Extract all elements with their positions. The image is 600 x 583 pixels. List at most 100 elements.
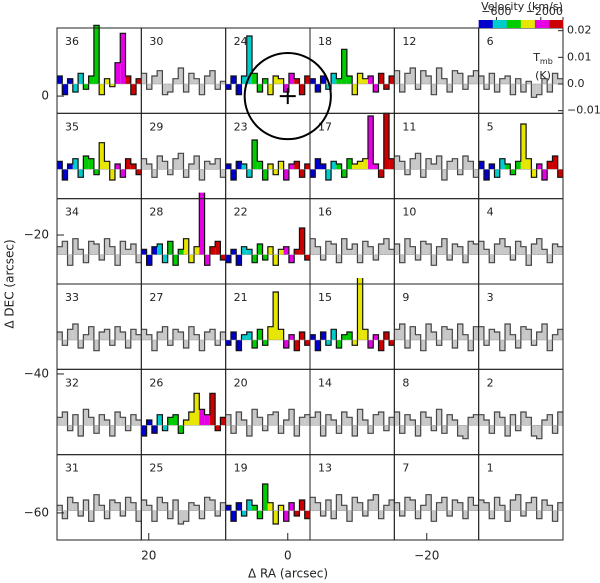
channel bbox=[320, 254, 326, 260]
channel bbox=[431, 332, 437, 340]
channel bbox=[125, 249, 131, 255]
channel bbox=[373, 164, 379, 170]
channel bbox=[557, 246, 563, 255]
spectrum bbox=[141, 67, 226, 96]
channel bbox=[167, 510, 173, 519]
channel bbox=[526, 417, 532, 426]
channel bbox=[367, 116, 374, 170]
spectrum bbox=[394, 67, 479, 96]
channel bbox=[104, 161, 110, 170]
channel bbox=[310, 334, 316, 340]
channel bbox=[72, 238, 79, 255]
channel bbox=[357, 254, 363, 263]
channel bbox=[431, 164, 437, 170]
channel bbox=[478, 241, 484, 255]
channel bbox=[389, 340, 395, 346]
channel bbox=[188, 326, 195, 340]
channel bbox=[209, 329, 216, 340]
channel bbox=[536, 510, 542, 519]
channel bbox=[267, 84, 274, 95]
channel bbox=[204, 332, 210, 340]
channel bbox=[557, 412, 563, 426]
channel bbox=[494, 497, 500, 511]
channel bbox=[188, 412, 195, 426]
spectrum bbox=[478, 238, 563, 266]
channel bbox=[315, 246, 321, 255]
channel bbox=[510, 169, 516, 175]
channel bbox=[494, 412, 500, 426]
panel-label: 27 bbox=[149, 291, 163, 304]
channel bbox=[425, 324, 432, 340]
channel bbox=[136, 254, 142, 263]
spectrum-outline bbox=[141, 392, 226, 437]
channel bbox=[378, 169, 384, 178]
channel bbox=[62, 241, 68, 255]
channel bbox=[183, 84, 189, 92]
channel bbox=[57, 246, 63, 255]
channel bbox=[288, 164, 295, 170]
x-tick-label: 20 bbox=[141, 549, 156, 563]
spectrum-outline bbox=[394, 408, 479, 440]
spectrum-outline bbox=[310, 408, 395, 437]
spectrum bbox=[141, 152, 226, 181]
channel bbox=[431, 84, 437, 95]
channel bbox=[62, 84, 68, 95]
spectrum-outline bbox=[57, 24, 142, 96]
channel bbox=[515, 340, 521, 348]
channel bbox=[341, 169, 347, 178]
spectrum bbox=[310, 112, 395, 181]
channel bbox=[294, 340, 300, 351]
channel bbox=[267, 326, 274, 340]
channel bbox=[188, 73, 195, 84]
channel bbox=[367, 246, 374, 255]
channel bbox=[410, 68, 416, 84]
channel bbox=[146, 84, 152, 90]
channel bbox=[489, 329, 495, 340]
channel bbox=[425, 76, 432, 84]
channel bbox=[315, 84, 321, 92]
channel bbox=[404, 238, 411, 255]
channel bbox=[230, 332, 237, 340]
channel bbox=[141, 425, 147, 436]
channel bbox=[299, 84, 305, 95]
channel bbox=[473, 70, 479, 84]
channel bbox=[146, 420, 152, 426]
channel bbox=[294, 78, 300, 84]
channel bbox=[72, 84, 79, 92]
channel bbox=[557, 78, 563, 84]
channel bbox=[557, 169, 563, 178]
spectrum bbox=[478, 411, 563, 440]
channel bbox=[262, 169, 268, 180]
spectrum-outline bbox=[225, 483, 310, 525]
channel bbox=[557, 502, 563, 511]
channel bbox=[436, 502, 442, 511]
channel bbox=[262, 78, 268, 84]
channel bbox=[215, 340, 221, 346]
channel bbox=[172, 329, 179, 340]
tmb-tick-label: 0.01 bbox=[567, 50, 592, 63]
channel bbox=[367, 340, 374, 348]
channel bbox=[410, 420, 416, 426]
channel bbox=[252, 73, 258, 84]
channel bbox=[483, 169, 490, 180]
channel bbox=[320, 76, 326, 84]
channel bbox=[483, 84, 490, 90]
channel bbox=[146, 254, 152, 266]
channel bbox=[151, 425, 158, 434]
channel bbox=[394, 412, 400, 426]
channel bbox=[241, 334, 247, 340]
panel-label: 28 bbox=[149, 206, 163, 219]
channel bbox=[483, 502, 490, 511]
colorbar-segment bbox=[534, 20, 550, 28]
channel bbox=[552, 73, 558, 84]
channel bbox=[389, 249, 395, 255]
channel bbox=[262, 340, 268, 346]
spectrum bbox=[394, 152, 479, 181]
channel bbox=[425, 244, 432, 255]
channel bbox=[273, 510, 279, 524]
channel bbox=[489, 425, 495, 434]
channel bbox=[78, 249, 84, 255]
channel bbox=[151, 246, 158, 255]
channel bbox=[331, 420, 337, 426]
channel bbox=[267, 414, 274, 426]
